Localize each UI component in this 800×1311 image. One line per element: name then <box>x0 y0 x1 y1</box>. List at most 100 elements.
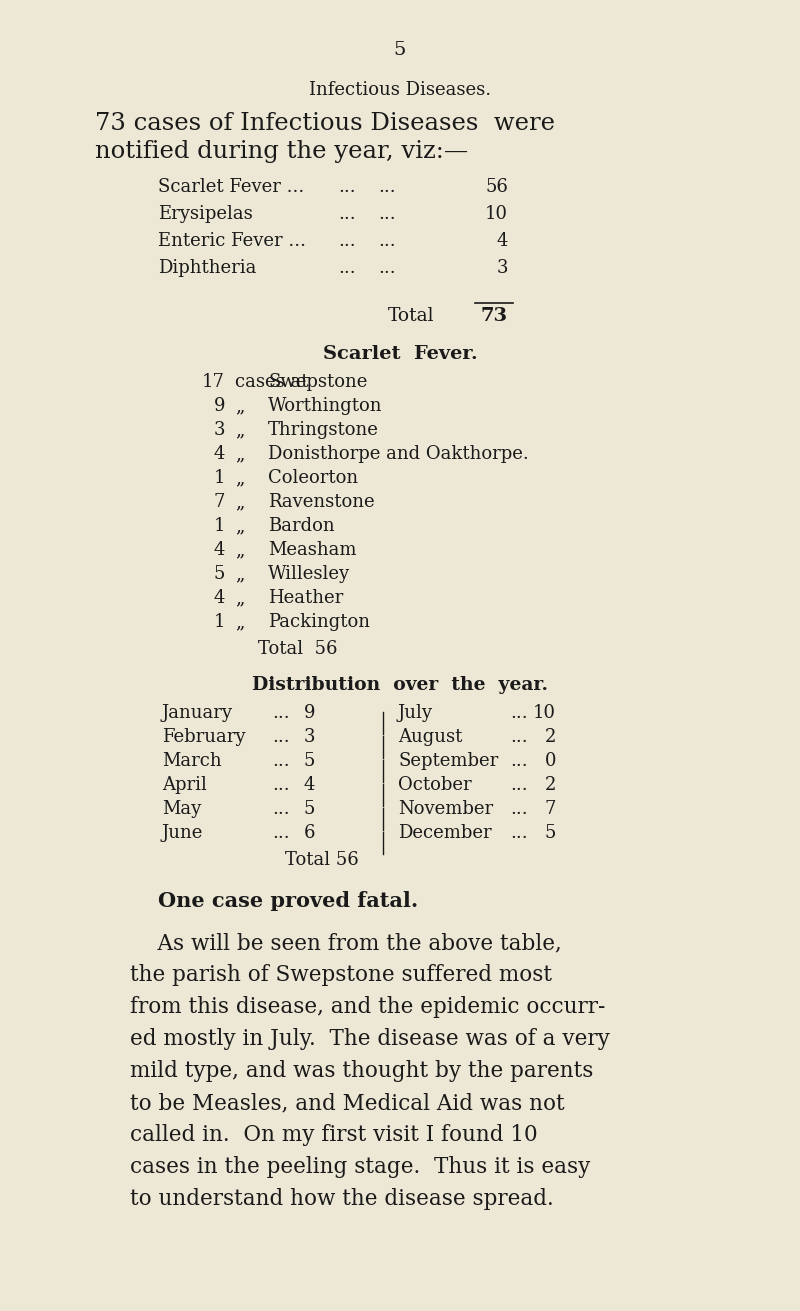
Text: „: „ <box>235 614 244 631</box>
Text: Distribution  over  the  year.: Distribution over the year. <box>252 676 548 694</box>
Text: 4: 4 <box>214 444 225 463</box>
Text: ...: ... <box>510 704 528 722</box>
Text: Swepstone: Swepstone <box>268 374 367 391</box>
Text: April: April <box>162 776 207 794</box>
Text: cases in the peeling stage.  Thus it is easy: cases in the peeling stage. Thus it is e… <box>130 1156 590 1179</box>
Text: ...: ... <box>272 825 290 842</box>
Text: Heather: Heather <box>268 589 343 607</box>
Text: October: October <box>398 776 472 794</box>
Text: 6: 6 <box>303 825 315 842</box>
Text: „: „ <box>235 589 244 607</box>
Text: August: August <box>398 728 462 746</box>
Text: cases at: cases at <box>235 374 309 391</box>
Text: Erysipelas: Erysipelas <box>158 205 253 223</box>
Text: ...: ... <box>510 753 528 770</box>
Text: ed mostly in July.  The disease was of a very: ed mostly in July. The disease was of a … <box>130 1028 610 1050</box>
Text: ...: ... <box>378 205 396 223</box>
Text: Scarlet Fever ...: Scarlet Fever ... <box>158 178 304 197</box>
Text: „: „ <box>235 469 244 486</box>
Text: Infectious Diseases.: Infectious Diseases. <box>309 81 491 100</box>
Text: September: September <box>398 753 498 770</box>
Text: Packington: Packington <box>268 614 370 631</box>
Text: „: „ <box>235 565 244 583</box>
Text: the parish of Swepstone suffered most: the parish of Swepstone suffered most <box>130 964 552 986</box>
Text: Total: Total <box>388 307 434 325</box>
Text: January: January <box>162 704 233 722</box>
Text: As will be seen from the above table,: As will be seen from the above table, <box>130 932 562 954</box>
Text: 4: 4 <box>497 232 508 250</box>
Text: 3: 3 <box>303 728 315 746</box>
Text: 17: 17 <box>202 374 225 391</box>
Text: Coleorton: Coleorton <box>268 469 358 486</box>
Text: 5: 5 <box>304 800 315 818</box>
Text: 4: 4 <box>304 776 315 794</box>
Text: 5: 5 <box>214 565 225 583</box>
Text: 9: 9 <box>214 397 225 416</box>
Text: ...: ... <box>338 205 356 223</box>
Text: „: „ <box>235 421 244 439</box>
Text: Scarlet  Fever.: Scarlet Fever. <box>322 345 478 363</box>
Text: ...: ... <box>272 704 290 722</box>
Text: 1: 1 <box>214 469 225 486</box>
Text: ...: ... <box>510 800 528 818</box>
Text: Enteric Fever ...: Enteric Fever ... <box>158 232 306 250</box>
Text: ...: ... <box>338 232 356 250</box>
Text: 3: 3 <box>497 260 508 277</box>
Text: 1: 1 <box>214 614 225 631</box>
Text: Ravenstone: Ravenstone <box>268 493 374 511</box>
Text: November: November <box>398 800 493 818</box>
Text: 2: 2 <box>545 728 556 746</box>
Text: called in.  On my first visit I found 10: called in. On my first visit I found 10 <box>130 1124 538 1146</box>
Text: 10: 10 <box>533 704 556 722</box>
Text: 56: 56 <box>485 178 508 197</box>
Text: 5: 5 <box>545 825 556 842</box>
Text: Worthington: Worthington <box>268 397 382 416</box>
Text: ...: ... <box>378 232 396 250</box>
Text: 7: 7 <box>214 493 225 511</box>
Text: Measham: Measham <box>268 541 357 558</box>
Text: 5: 5 <box>304 753 315 770</box>
Text: ...: ... <box>338 178 356 197</box>
Text: May: May <box>162 800 202 818</box>
Text: ...: ... <box>510 825 528 842</box>
Text: 10: 10 <box>485 205 508 223</box>
Text: Total 56: Total 56 <box>285 851 358 869</box>
Text: „: „ <box>235 541 244 558</box>
Text: 73: 73 <box>481 307 508 325</box>
Text: ...: ... <box>510 776 528 794</box>
Text: March: March <box>162 753 222 770</box>
Text: 4: 4 <box>214 541 225 558</box>
Text: Thringstone: Thringstone <box>268 421 379 439</box>
Text: ...: ... <box>378 260 396 277</box>
Text: ...: ... <box>272 753 290 770</box>
Text: Donisthorpe and Oakthorpe.: Donisthorpe and Oakthorpe. <box>268 444 529 463</box>
Text: „: „ <box>235 397 244 416</box>
Text: 5: 5 <box>394 41 406 59</box>
Text: 9: 9 <box>303 704 315 722</box>
Text: 2: 2 <box>545 776 556 794</box>
Text: from this disease, and the epidemic occurr-: from this disease, and the epidemic occu… <box>130 996 606 1019</box>
Text: ...: ... <box>272 776 290 794</box>
Text: to understand how the disease spread.: to understand how the disease spread. <box>130 1188 554 1210</box>
Text: ...: ... <box>338 260 356 277</box>
Text: 0: 0 <box>545 753 556 770</box>
Text: ...: ... <box>272 728 290 746</box>
Text: Total  56: Total 56 <box>258 640 338 658</box>
Text: Bardon: Bardon <box>268 517 334 535</box>
Text: December: December <box>398 825 492 842</box>
Text: ...: ... <box>510 728 528 746</box>
Text: Diphtheria: Diphtheria <box>158 260 256 277</box>
Text: 73 cases of Infectious Diseases  were: 73 cases of Infectious Diseases were <box>95 111 555 135</box>
Text: Willesley: Willesley <box>268 565 350 583</box>
Text: notified during the year, viz:—: notified during the year, viz:— <box>95 140 468 163</box>
Text: 7: 7 <box>545 800 556 818</box>
Text: mild type, and was thought by the parents: mild type, and was thought by the parent… <box>130 1061 594 1082</box>
Text: ...: ... <box>272 800 290 818</box>
Text: „: „ <box>235 493 244 511</box>
Text: 3: 3 <box>214 421 225 439</box>
Text: „: „ <box>235 444 244 463</box>
Text: July: July <box>398 704 433 722</box>
Text: June: June <box>162 825 203 842</box>
Text: February: February <box>162 728 246 746</box>
Text: ...: ... <box>378 178 396 197</box>
